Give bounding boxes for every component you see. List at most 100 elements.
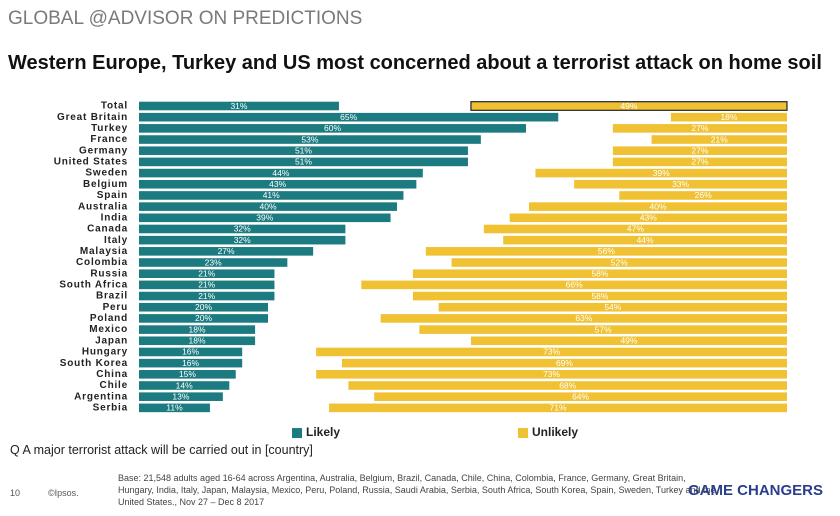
- bar: [139, 280, 275, 290]
- value-label: 15%: [179, 369, 196, 379]
- bar: [374, 392, 787, 401]
- chart-title: Western Europe, Turkey and US most conce…: [8, 52, 822, 74]
- value-label: 65%: [340, 112, 357, 122]
- value-label: 32%: [234, 235, 251, 245]
- bar: [139, 157, 468, 167]
- bar: [470, 336, 787, 346]
- value-label: 21%: [711, 134, 728, 144]
- bar: [139, 135, 481, 144]
- value-label: 68%: [559, 380, 576, 390]
- bar: [139, 403, 210, 413]
- value-label: 11%: [166, 403, 183, 413]
- category-label: China: [96, 369, 128, 380]
- bar: [139, 302, 268, 312]
- value-label: 51%: [295, 157, 312, 167]
- category-label: Serbia: [93, 403, 128, 414]
- value-label: 44%: [272, 168, 289, 178]
- bar: [139, 101, 339, 111]
- value-label: 53%: [301, 134, 318, 144]
- value-label: 26%: [695, 190, 712, 200]
- bar: [139, 168, 423, 178]
- value-label: 27%: [691, 145, 708, 155]
- bar: [451, 258, 787, 267]
- value-label: 21%: [198, 280, 215, 290]
- value-label: 73%: [543, 347, 560, 357]
- category-label: Malaysia: [80, 246, 128, 257]
- value-label: 18%: [720, 112, 737, 122]
- category-label: South Africa: [59, 280, 128, 291]
- value-label: 71%: [550, 403, 567, 413]
- value-label: 49%: [620, 101, 637, 111]
- value-label: 43%: [269, 179, 286, 189]
- value-label: 56%: [598, 246, 615, 256]
- category-label: Belgium: [83, 179, 128, 190]
- page-number: 10: [10, 488, 21, 498]
- value-label: 27%: [691, 157, 708, 167]
- value-label: 20%: [195, 302, 212, 312]
- value-label: 52%: [611, 257, 628, 267]
- bar: [139, 291, 275, 301]
- category-label: Total: [101, 101, 128, 112]
- legend-swatch: [518, 428, 528, 439]
- bar: [651, 135, 787, 144]
- value-label: 73%: [543, 369, 560, 379]
- header: GLOBAL @ADVISOR ON PREDICTIONS: [8, 8, 363, 29]
- bar: [139, 213, 391, 223]
- bar: [612, 124, 787, 133]
- bar: [139, 191, 404, 200]
- legend-label: Unlikely: [532, 425, 578, 439]
- bar: [139, 381, 230, 390]
- value-label: 18%: [189, 336, 206, 346]
- bar: [139, 247, 314, 256]
- value-label: 60%: [324, 123, 341, 133]
- bar: [139, 258, 288, 267]
- value-label: 58%: [591, 268, 608, 278]
- bar: [348, 381, 787, 390]
- value-label: 16%: [182, 347, 199, 357]
- category-label: Great Britain: [57, 112, 128, 123]
- bar: [612, 157, 787, 167]
- bar: [509, 213, 787, 223]
- value-label: 49%: [620, 336, 637, 346]
- question-note: Q A major terrorist attack will be carri…: [10, 443, 313, 457]
- bar: [139, 347, 243, 357]
- bar: [483, 224, 787, 234]
- category-label: Sweden: [85, 168, 128, 179]
- value-label: 40%: [649, 201, 666, 211]
- chart: Total 31% 49% Great Britain 65% 18% Turkey 60% 2…: [54, 101, 788, 439]
- brand: GAME CHANGERS: [688, 482, 824, 499]
- category-label: Japan: [95, 335, 128, 346]
- value-label: 66%: [566, 280, 583, 290]
- bar: [329, 403, 787, 413]
- value-label: 57%: [595, 324, 612, 334]
- category-label: Spain: [97, 190, 128, 201]
- value-label: 47%: [627, 224, 644, 234]
- value-label: 27%: [218, 246, 235, 256]
- bar: [412, 291, 787, 301]
- value-label: 63%: [575, 313, 592, 323]
- bar: [361, 280, 787, 290]
- bar: [139, 146, 468, 156]
- bar: [139, 235, 346, 245]
- bar: [670, 112, 787, 122]
- value-label: 14%: [176, 380, 193, 390]
- value-label: 13%: [172, 391, 189, 401]
- value-label: 69%: [556, 358, 573, 368]
- category-label: Italy: [104, 235, 128, 246]
- bar: [529, 202, 787, 211]
- bar: [503, 235, 787, 245]
- bar: [619, 191, 787, 200]
- category-label: Russia: [90, 268, 128, 279]
- value-label: 33%: [672, 179, 689, 189]
- bar: [139, 392, 223, 401]
- value-label: 39%: [256, 213, 273, 223]
- bar: [139, 202, 397, 211]
- value-label: 58%: [591, 291, 608, 301]
- bar: [412, 269, 787, 278]
- bar: [419, 325, 787, 334]
- bar: [139, 358, 243, 368]
- value-label: 31%: [230, 101, 247, 111]
- category-label: Colombia: [76, 257, 128, 268]
- bar: [139, 336, 256, 346]
